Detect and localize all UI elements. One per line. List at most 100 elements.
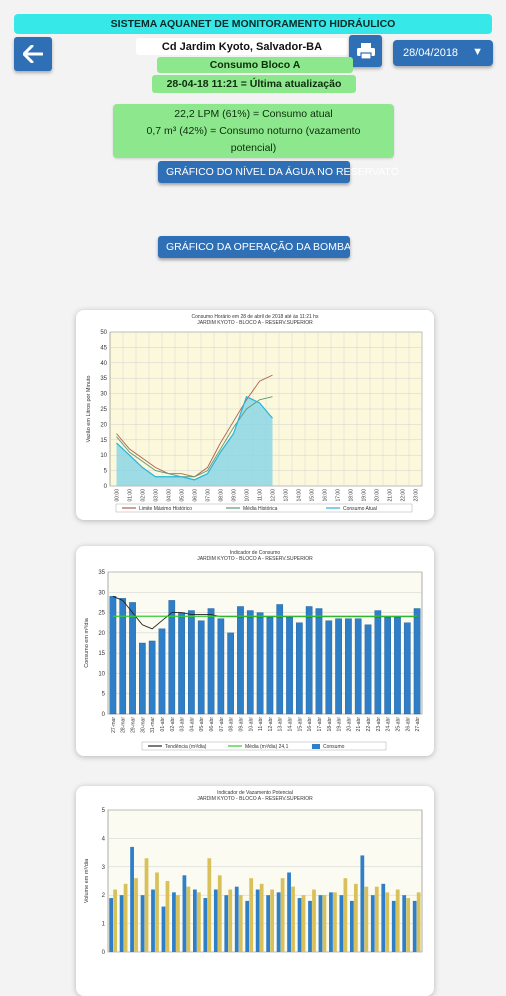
bar	[237, 606, 244, 715]
bar	[339, 895, 344, 952]
bar	[134, 878, 138, 952]
y-tick-label: 45	[100, 345, 107, 351]
x-tick-label: 15-abr	[297, 717, 303, 732]
y-tick-label: 15	[98, 651, 105, 657]
bar	[224, 895, 229, 952]
legend-label: Limite Máximo Histórico	[139, 506, 192, 512]
bar	[305, 606, 313, 715]
x-tick-label: 19:00	[362, 489, 368, 502]
bar	[345, 618, 352, 715]
x-tick-label: 05-abr	[199, 717, 205, 732]
bar	[301, 895, 306, 952]
x-tick-label: 04-abr	[189, 717, 195, 732]
print-button[interactable]	[349, 35, 382, 67]
bar	[325, 620, 333, 715]
bar	[119, 598, 127, 715]
bar	[188, 610, 195, 715]
x-tick-label: 03:00	[154, 489, 160, 502]
app-title: SISTEMA AQUANET DE MONITORAMENTO HIDRÁUL…	[14, 14, 492, 34]
date-select[interactable]: 28/04/2018 ▼	[393, 40, 493, 66]
x-tick-label: 29-mar	[131, 717, 137, 733]
date-value: 28/04/2018	[403, 47, 459, 59]
y-tick-label: 10	[100, 453, 107, 459]
x-tick-label: 13-abr	[278, 717, 284, 732]
x-tick-label: 20:00	[375, 489, 381, 502]
bar	[349, 900, 354, 952]
x-tick-label: 06:00	[193, 489, 199, 502]
x-tick-label: 16-abr	[307, 717, 313, 732]
bar	[246, 610, 254, 715]
bar	[234, 886, 239, 952]
bar	[129, 602, 136, 715]
chart2-title: Indicador de Consumo	[229, 550, 281, 556]
y-tick-label: 4	[102, 836, 106, 842]
bar	[196, 892, 201, 952]
bar	[312, 889, 316, 952]
back-button[interactable]	[14, 37, 52, 71]
bar	[353, 883, 358, 952]
x-tick-label: 18:00	[349, 489, 355, 502]
bar	[374, 610, 382, 715]
pump-operation-chart-button[interactable]: GRÁFICO DA OPERAÇÃO DA BOMBA	[158, 236, 350, 258]
legend-label: Consumo	[323, 744, 345, 750]
bar	[144, 858, 149, 952]
water-level-chart-button[interactable]: GRÁFICO DO NÍVEL DA ÁGUA NO RESERVATÓ	[158, 161, 399, 183]
y-axis-label: Consumo em m³/dia	[84, 617, 90, 667]
bar	[280, 878, 285, 952]
bar	[130, 846, 134, 952]
x-tick-label: 24-abr	[386, 717, 392, 732]
x-tick-label: 06-abr	[209, 717, 215, 732]
bar	[335, 618, 342, 715]
y-tick-label: 1	[102, 922, 106, 928]
bar	[286, 616, 293, 715]
x-tick-label: 26-abr	[405, 717, 411, 732]
consumo-atual-area	[116, 396, 273, 486]
consumption-indicator-card: Indicador de Consumo JARDIM KYOTO - BLOC…	[76, 546, 434, 756]
x-tick-label: 01:00	[128, 489, 134, 502]
bar	[266, 895, 271, 952]
y-tick-label: 5	[102, 808, 106, 814]
chart3-title: Indicador de Vazamento Potencial	[217, 790, 293, 796]
consumption-indicator-chart: 0 5 10 15 20 25 30 35 Consumo em m³/dia 27-mar 28-…	[84, 570, 423, 751]
y-tick-label: 2	[102, 893, 106, 899]
bar	[315, 608, 323, 715]
back-arrow-icon	[23, 45, 43, 63]
x-tick-label: 05:00	[180, 489, 186, 502]
x-tick-label: 02-abr	[170, 717, 176, 732]
chart2-subtitle: JARDIM KYOTO - BLOCO A - RESERV.SUPERIOR	[197, 556, 313, 562]
x-tick-label: 10:00	[245, 489, 251, 502]
x-tick-label: 15:00	[310, 489, 316, 502]
chart1-subtitle: JARDIM KYOTO - BLOCO A - RESERV.SUPERIOR	[197, 320, 313, 326]
y-tick-label: 3	[102, 865, 106, 871]
bar	[217, 875, 222, 952]
bar	[178, 612, 185, 715]
chart3-subtitle: JARDIM KYOTO - BLOCO A - RESERV.SUPERIOR	[197, 796, 313, 802]
bar	[140, 895, 145, 952]
bar	[168, 600, 176, 715]
bar	[148, 640, 156, 715]
bar	[161, 906, 166, 952]
y-tick-label: 40	[100, 361, 107, 367]
bar	[113, 889, 118, 952]
chart1-title: Consumo Horário em 28 de abril de 2018 a…	[191, 314, 319, 320]
bar	[109, 596, 117, 715]
x-tick-label: 22-abr	[366, 717, 372, 732]
y-tick-label: 50	[100, 330, 107, 336]
bar	[391, 900, 396, 952]
bar	[228, 889, 233, 952]
bar	[297, 898, 302, 952]
x-tick-label: 16:00	[323, 489, 329, 502]
x-tick-label: 01-abr	[160, 717, 166, 732]
bar	[343, 878, 348, 952]
x-tick-label: 17:00	[336, 489, 342, 502]
bar	[165, 881, 170, 952]
x-tick-label: 30-mar	[140, 717, 146, 733]
legend-label: Média (m³/dia) 24,1	[245, 744, 289, 750]
bar	[255, 889, 260, 952]
bar	[413, 608, 421, 715]
x-tick-label: 31-mar	[150, 717, 156, 733]
x-tick-label: 11:00	[258, 489, 264, 501]
y-tick-label: 0	[104, 484, 108, 490]
legend-box	[141, 741, 387, 751]
x-tick-label: 27-mar	[111, 717, 117, 733]
